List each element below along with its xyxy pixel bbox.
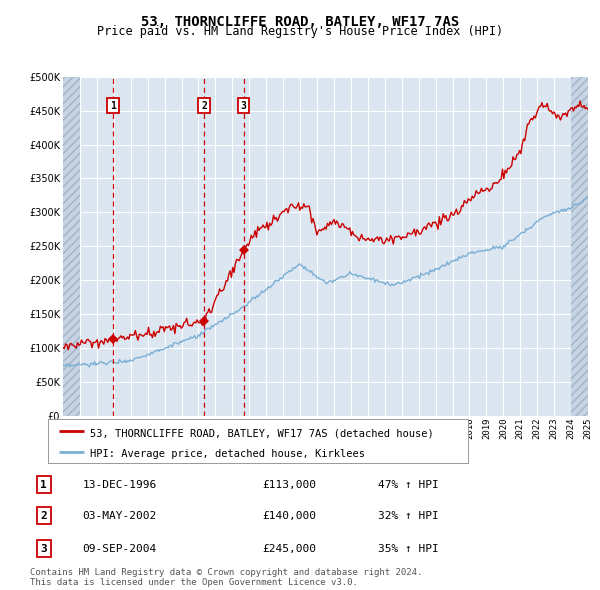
Text: 35% ↑ HPI: 35% ↑ HPI (378, 544, 439, 553)
Text: 53, THORNCLIFFE ROAD, BATLEY, WF17 7AS: 53, THORNCLIFFE ROAD, BATLEY, WF17 7AS (141, 15, 459, 29)
Text: 1: 1 (110, 100, 116, 110)
Text: 53, THORNCLIFFE ROAD, BATLEY, WF17 7AS (detached house): 53, THORNCLIFFE ROAD, BATLEY, WF17 7AS (… (90, 428, 434, 438)
Text: 47% ↑ HPI: 47% ↑ HPI (378, 480, 439, 490)
Text: £113,000: £113,000 (262, 480, 316, 490)
Text: 1: 1 (40, 480, 47, 490)
Bar (571, 77, 588, 416)
Text: 32% ↑ HPI: 32% ↑ HPI (378, 511, 439, 520)
Text: HPI: Average price, detached house, Kirklees: HPI: Average price, detached house, Kirk… (90, 449, 365, 459)
Bar (63, 77, 80, 416)
Text: 2: 2 (40, 511, 47, 520)
Text: 13-DEC-1996: 13-DEC-1996 (82, 480, 157, 490)
Text: 3: 3 (40, 544, 47, 553)
Text: Contains HM Land Registry data © Crown copyright and database right 2024.
This d: Contains HM Land Registry data © Crown c… (30, 568, 422, 587)
Text: £245,000: £245,000 (262, 544, 316, 553)
Text: 03-MAY-2002: 03-MAY-2002 (82, 511, 157, 520)
Text: £140,000: £140,000 (262, 511, 316, 520)
Text: 3: 3 (241, 100, 247, 110)
Text: 2: 2 (201, 100, 207, 110)
Text: Price paid vs. HM Land Registry's House Price Index (HPI): Price paid vs. HM Land Registry's House … (97, 25, 503, 38)
Text: 09-SEP-2004: 09-SEP-2004 (82, 544, 157, 553)
